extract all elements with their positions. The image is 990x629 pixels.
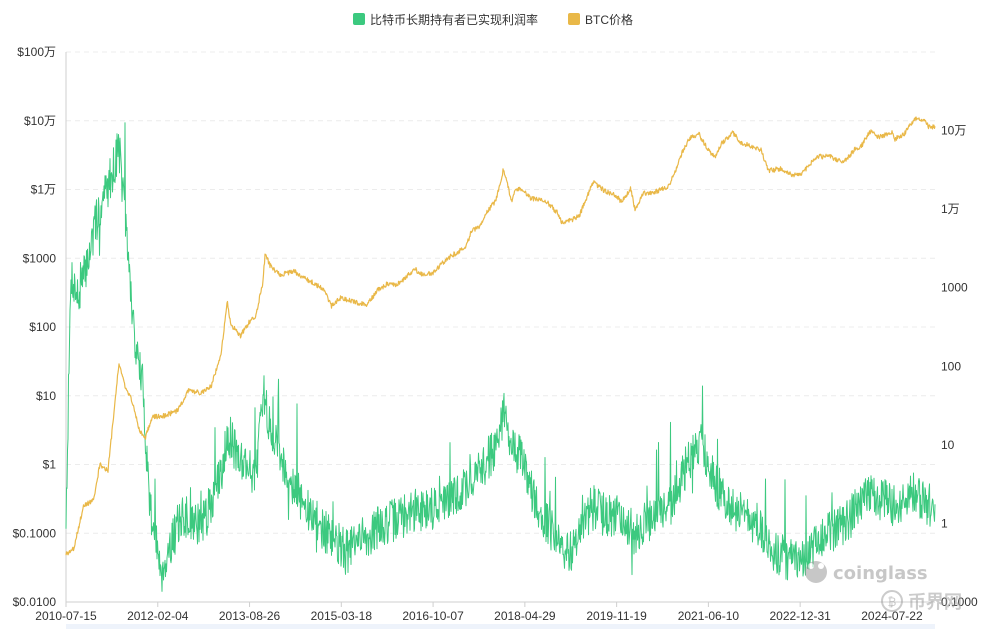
legend: 比特币长期持有者已实现利润率 BTC价格 [353, 12, 633, 27]
x-tick-label: 2022-12-31 [769, 609, 831, 623]
svg-text:₿: ₿ [888, 595, 897, 609]
legend-label-lth: 比特币长期持有者已实现利润率 [370, 12, 538, 27]
x-tick-label: 2013-08-26 [219, 609, 281, 623]
legend-swatch-btc [568, 13, 580, 25]
x-tick-label: 2024-07-22 [861, 609, 923, 623]
series-line-lth-profit-ratio [65, 122, 936, 592]
x-tick-label: 2018-04-29 [494, 609, 556, 623]
left-tick-label: $100 [29, 320, 56, 334]
right-tick-label: 100 [941, 359, 961, 373]
right-tick-label: 10 [941, 438, 955, 452]
right-tick-label: 1万 [941, 202, 960, 216]
right-tick-label: 1 [941, 516, 948, 530]
x-tick-label: 2010-07-15 [35, 609, 97, 623]
x-tick-label: 2019-11-19 [586, 609, 647, 623]
right-tick-label: 10万 [941, 124, 966, 138]
legend-item-lth-profit-ratio[interactable]: 比特币长期持有者已实现利润率 [353, 12, 538, 27]
legend-swatch-lth [353, 13, 365, 25]
x-tick-label: 2016-10-07 [402, 609, 464, 623]
watermark-coinglass-text: coinglass [833, 563, 928, 584]
left-tick-label: $0.0100 [13, 595, 57, 609]
watermark-bijie: ₿ 币界网 [881, 590, 962, 613]
right-tick-label: 0.1000 [941, 595, 978, 609]
x-tick-label: 2015-03-18 [311, 609, 373, 623]
bottom-scrollbar[interactable] [66, 624, 935, 629]
x-axis-ticks: 2010-07-15 2012-02-04 2013-08-26 2015-03-18… [35, 602, 923, 623]
watermark-bijie-text: 币界网 [908, 592, 962, 613]
left-tick-label: $1000 [23, 251, 57, 265]
right-axis-ticks: 0.1000 1 10 100 1000 1万 10万 [941, 124, 978, 609]
left-axis-ticks: $0.0100 $0.1000 $1 $10 $100 $1000 $1万 $10万 $100万 [13, 45, 57, 609]
left-tick-label: $100万 [17, 45, 56, 59]
left-tick-label: $10万 [24, 114, 56, 128]
left-tick-label: $10 [36, 389, 56, 403]
right-tick-label: 1000 [941, 281, 968, 295]
coin-icon: ₿ [881, 590, 903, 612]
left-tick-label: $1 [43, 458, 57, 472]
grid-lines [66, 51, 935, 603]
left-tick-label: $1万 [31, 183, 56, 197]
legend-label-btc: BTC价格 [585, 12, 633, 27]
legend-item-btc-price[interactable]: BTC价格 [568, 12, 633, 27]
x-tick-label: 2012-02-04 [127, 609, 189, 623]
frog-icon [805, 561, 827, 583]
left-tick-label: $0.1000 [13, 526, 57, 540]
x-tick-label: 2021-06-10 [678, 609, 740, 623]
watermark-coinglass: coinglass [805, 561, 928, 584]
series-line-btc-price [65, 116, 936, 556]
